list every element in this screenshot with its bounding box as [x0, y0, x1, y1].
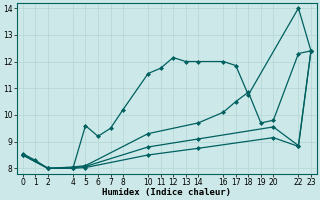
- X-axis label: Humidex (Indice chaleur): Humidex (Indice chaleur): [102, 188, 231, 197]
